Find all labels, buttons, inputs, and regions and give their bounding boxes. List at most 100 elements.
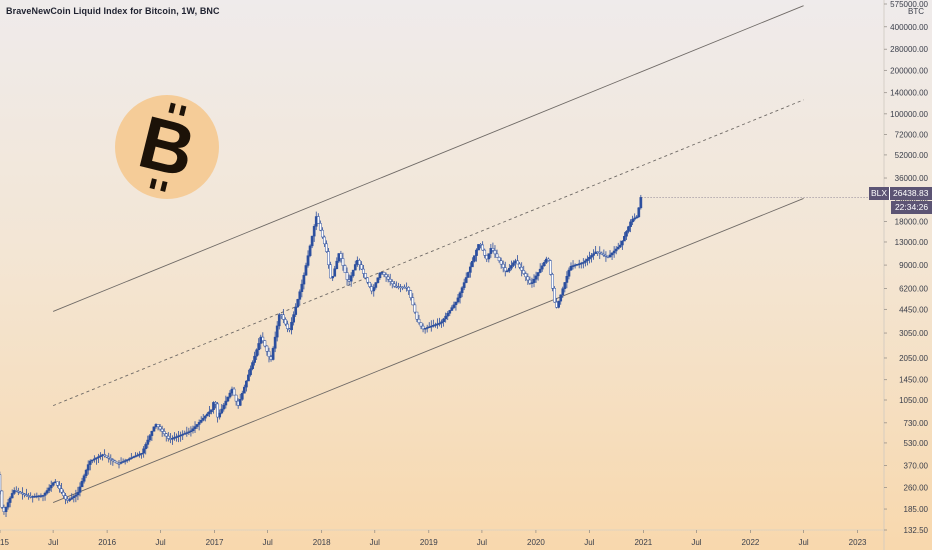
candle: [510, 260, 513, 271]
candle-body: [312, 226, 316, 237]
candle: [292, 311, 295, 326]
candle-body: [84, 469, 88, 476]
candle-body: [530, 282, 534, 284]
candle-body: [415, 311, 419, 320]
candle: [532, 274, 536, 288]
candle-body: [8, 497, 12, 503]
candle: [247, 369, 250, 382]
candle-body: [0, 490, 4, 508]
candle: [312, 224, 316, 242]
candle: [105, 455, 109, 459]
candle: [284, 317, 287, 327]
candle: [323, 235, 326, 248]
candle-body: [559, 294, 563, 302]
candle-body: [612, 250, 616, 254]
candle-body: [618, 244, 622, 248]
candle: [526, 273, 530, 285]
candle-body: [14, 490, 18, 492]
candle-body: [635, 216, 639, 219]
candle-body: [456, 297, 460, 303]
candle-body: [121, 461, 125, 463]
candle-body: [90, 459, 94, 462]
candle: [508, 264, 511, 273]
candle-body: [335, 260, 339, 269]
candle: [516, 255, 519, 265]
candle-body: [80, 481, 84, 488]
candle-body: [616, 246, 620, 250]
candle-body: [386, 276, 390, 280]
candle-body: [471, 261, 474, 268]
candle: [238, 393, 242, 407]
candle: [132, 455, 135, 459]
candle: [294, 303, 298, 317]
candle: [368, 281, 372, 289]
candle-body: [462, 282, 466, 288]
candle-body: [127, 458, 131, 460]
candle-body: [586, 258, 589, 262]
candle: [625, 230, 628, 241]
candle: [604, 251, 608, 262]
candle-body: [623, 235, 626, 242]
candle-body: [448, 310, 452, 314]
candle-body: [171, 437, 174, 440]
candle-body: [27, 495, 30, 497]
candle-body: [74, 494, 78, 497]
candle-body: [290, 321, 293, 331]
candle-body: [327, 251, 330, 266]
candle-body: [6, 502, 10, 508]
candle-body: [68, 498, 72, 501]
candle-body: [464, 277, 468, 283]
candle-body: [302, 275, 306, 285]
candle-body: [629, 221, 632, 227]
candle: [561, 286, 565, 299]
candle-body: [331, 276, 335, 279]
candle-body: [538, 268, 542, 273]
candle-body: [345, 272, 349, 280]
candle: [339, 250, 343, 263]
candle-body: [518, 263, 521, 268]
candle: [62, 489, 65, 499]
candle: [388, 273, 392, 286]
candle: [321, 227, 324, 239]
candle-body: [584, 260, 587, 263]
candle: [277, 312, 281, 330]
candle-body: [123, 460, 127, 462]
candle: [93, 455, 96, 463]
candle: [95, 457, 98, 465]
x-tick-label: Jul: [691, 538, 701, 547]
candle-body: [203, 415, 207, 419]
candles: [0, 194, 643, 518]
candle-body: [442, 318, 445, 323]
candle-body: [581, 262, 585, 264]
candle-body: [610, 252, 614, 256]
candle-body: [195, 424, 199, 427]
candle-body: [56, 481, 59, 486]
candle: [177, 431, 180, 443]
candle: [538, 263, 542, 274]
y-axis-unit: BTC: [908, 7, 924, 16]
candle-body: [76, 492, 80, 496]
candle-body: [197, 422, 201, 425]
bar-countdown: 22:34:26: [891, 201, 932, 214]
candle: [175, 433, 178, 442]
candle: [390, 279, 394, 289]
candle-body: [179, 434, 182, 437]
y-tick-label: 575000.00: [890, 0, 928, 9]
candle-body: [25, 494, 28, 496]
candle-body: [162, 431, 166, 435]
candle: [107, 452, 111, 463]
candle-body: [115, 461, 119, 464]
candle: [43, 491, 47, 501]
candle-body: [298, 291, 302, 300]
candle: [616, 242, 620, 250]
candle-body: [388, 278, 392, 282]
candle: [273, 331, 277, 353]
candle: [56, 481, 59, 488]
candle-body: [510, 265, 513, 269]
candle-body: [208, 411, 211, 415]
candle-body: [631, 218, 634, 223]
candle-body: [177, 435, 180, 438]
candle: [421, 323, 425, 333]
